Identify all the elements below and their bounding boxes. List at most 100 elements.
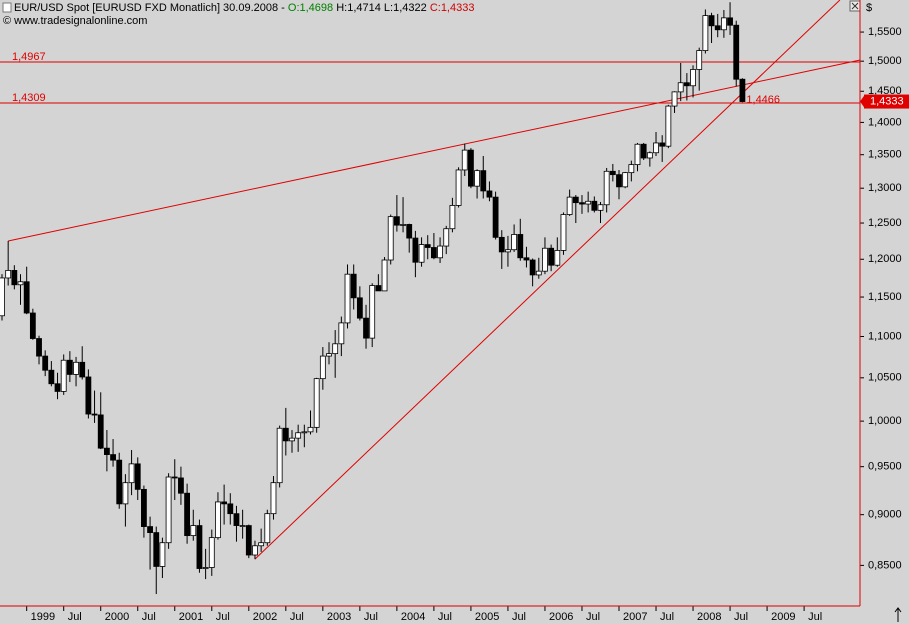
horizontal-line-label: 1,4967 [12, 51, 46, 63]
x-tick-label: Jul [512, 611, 526, 623]
header: EUR/USD Spot [EURUSD FXD Monatlich] 30.0… [14, 2, 474, 14]
candle-body [73, 361, 79, 375]
y-tick-label: 1,4500 [868, 85, 902, 97]
candle-body [424, 244, 431, 248]
x-tick-label: 2002 [253, 611, 277, 623]
candle-body [720, 17, 727, 31]
last-price-label: 1,4333 [870, 95, 904, 107]
candle-body [282, 427, 289, 442]
candle-body [517, 234, 524, 259]
candle-body [36, 338, 42, 357]
candle-body [381, 259, 388, 292]
y-tick-label: 1,4000 [868, 116, 902, 128]
candle-body [23, 281, 30, 314]
candle-body [42, 355, 49, 371]
x-tick-label: 2005 [475, 611, 499, 623]
candle-body [702, 15, 709, 51]
candle-body [474, 170, 480, 187]
candle-body [239, 525, 246, 527]
candle-body [233, 513, 240, 526]
candle-body [690, 69, 696, 87]
x-tick-label: 2000 [105, 611, 129, 623]
x-tick-label: 2007 [623, 611, 647, 623]
candle-body [714, 25, 721, 31]
candle-body [739, 78, 746, 102]
candle-body [79, 361, 86, 378]
candle-body [468, 149, 474, 187]
candle-body [511, 234, 518, 251]
candle-body [184, 492, 191, 537]
x-tick-label: Jul [438, 611, 452, 623]
candle-body [437, 245, 443, 259]
candle-body [91, 413, 98, 416]
candle-body [356, 297, 363, 319]
candle-body [548, 247, 555, 266]
last-price-pointer [860, 94, 865, 109]
candle-body [369, 285, 376, 339]
candle-body [363, 317, 369, 339]
candle-body [572, 196, 579, 204]
x-tick-label: 2009 [771, 611, 795, 623]
candle-body [29, 312, 36, 339]
candle-body [5, 270, 12, 279]
candle-body [66, 359, 73, 375]
y-axis-label: $ [866, 2, 872, 14]
header-ohlc: H:1,4714 L:1,4322 [336, 2, 427, 14]
candle-body [301, 431, 308, 434]
candle-body [480, 170, 487, 192]
candle-body [375, 285, 382, 292]
x-tick-label: Jul [808, 611, 822, 623]
y-tick-label: 1,2500 [868, 217, 902, 229]
candle-body [733, 24, 740, 80]
candle-body [579, 202, 585, 205]
candle-body [566, 196, 573, 215]
y-tick-label: 1,1500 [868, 291, 902, 303]
candle-body [505, 249, 511, 253]
candle-body [165, 476, 172, 544]
candle-body [671, 91, 678, 107]
candle-body [313, 378, 320, 428]
header-ohlc: C:1,4333 [430, 2, 475, 14]
candle-body [350, 273, 357, 299]
candle-body [289, 437, 295, 442]
last-price-marker [864, 94, 909, 109]
y-tick-label: 0,8500 [868, 559, 902, 571]
header-ohlc: O:1,4698 [288, 2, 333, 14]
candle-body [449, 205, 456, 230]
x-tick-label: Jul [660, 611, 674, 623]
candle-body [134, 463, 141, 490]
x-tick-label: Jul [364, 611, 378, 623]
candle-body [492, 196, 499, 238]
x-tick-label: 2008 [697, 611, 721, 623]
x-tick-label: 2003 [327, 611, 351, 623]
candle-body [461, 149, 468, 171]
annotation: 1,4466 [746, 94, 780, 106]
x-tick-label: Jul [290, 611, 304, 623]
candle-body [147, 526, 153, 533]
candle-body [215, 501, 221, 539]
candle-body [178, 477, 184, 494]
trend-line [8, 59, 861, 242]
candle-body [696, 50, 703, 70]
candle-body [628, 164, 635, 174]
candle-body [344, 273, 351, 324]
candle-body [609, 170, 616, 176]
candle-body [430, 247, 437, 259]
candle-body [85, 376, 92, 415]
candle-body [110, 454, 116, 461]
x-tick-label: Jul [142, 611, 156, 623]
candle-body [122, 482, 129, 505]
x-tick-label: 2001 [179, 611, 203, 623]
candle-body [542, 247, 548, 272]
candle-body [48, 369, 55, 385]
y-tick-label: 1,0000 [868, 415, 902, 427]
candle-body [554, 250, 561, 266]
candle-body [597, 204, 604, 211]
candle-body [60, 359, 67, 392]
candle-body [54, 383, 61, 392]
x-tick-label: 1999 [31, 611, 55, 623]
candle-body [727, 17, 733, 26]
candle-body [202, 567, 209, 569]
candle-body [245, 525, 252, 556]
